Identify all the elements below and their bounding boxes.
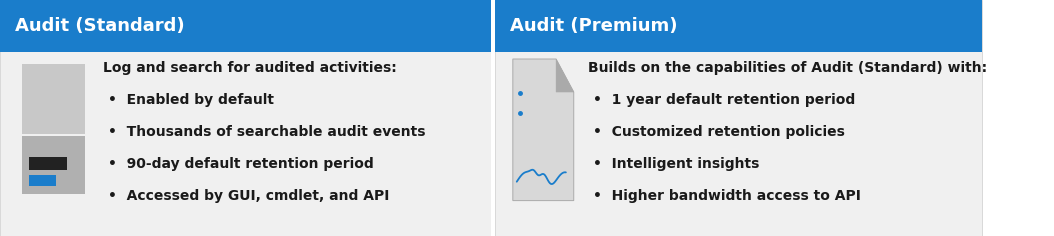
Text: •  Thousands of searchable audit events: • Thousands of searchable audit events	[109, 125, 426, 139]
Text: Log and search for audited activities:: Log and search for audited activities:	[103, 61, 397, 75]
Text: Builds on the capabilities of Audit (Standard) with:: Builds on the capabilities of Audit (Sta…	[588, 61, 988, 75]
FancyBboxPatch shape	[495, 0, 982, 52]
Text: Audit (Premium): Audit (Premium)	[510, 17, 678, 35]
FancyBboxPatch shape	[22, 136, 85, 194]
Text: •  90-day default retention period: • 90-day default retention period	[109, 157, 374, 171]
Text: •  Higher bandwidth access to API: • Higher bandwidth access to API	[593, 189, 861, 203]
FancyBboxPatch shape	[30, 156, 66, 169]
FancyBboxPatch shape	[22, 64, 85, 134]
FancyBboxPatch shape	[495, 0, 982, 236]
FancyBboxPatch shape	[491, 0, 495, 236]
Text: •  Accessed by GUI, cmdlet, and API: • Accessed by GUI, cmdlet, and API	[109, 189, 389, 203]
Text: •  1 year default retention period: • 1 year default retention period	[593, 93, 856, 107]
FancyBboxPatch shape	[0, 0, 491, 236]
FancyBboxPatch shape	[0, 0, 491, 52]
FancyBboxPatch shape	[30, 175, 56, 186]
Polygon shape	[513, 59, 573, 201]
Text: •  Intelligent insights: • Intelligent insights	[593, 157, 760, 171]
Text: •  Customized retention policies: • Customized retention policies	[593, 125, 845, 139]
Text: Audit (Standard): Audit (Standard)	[15, 17, 184, 35]
Polygon shape	[557, 59, 573, 92]
Text: •  Enabled by default: • Enabled by default	[109, 93, 274, 107]
